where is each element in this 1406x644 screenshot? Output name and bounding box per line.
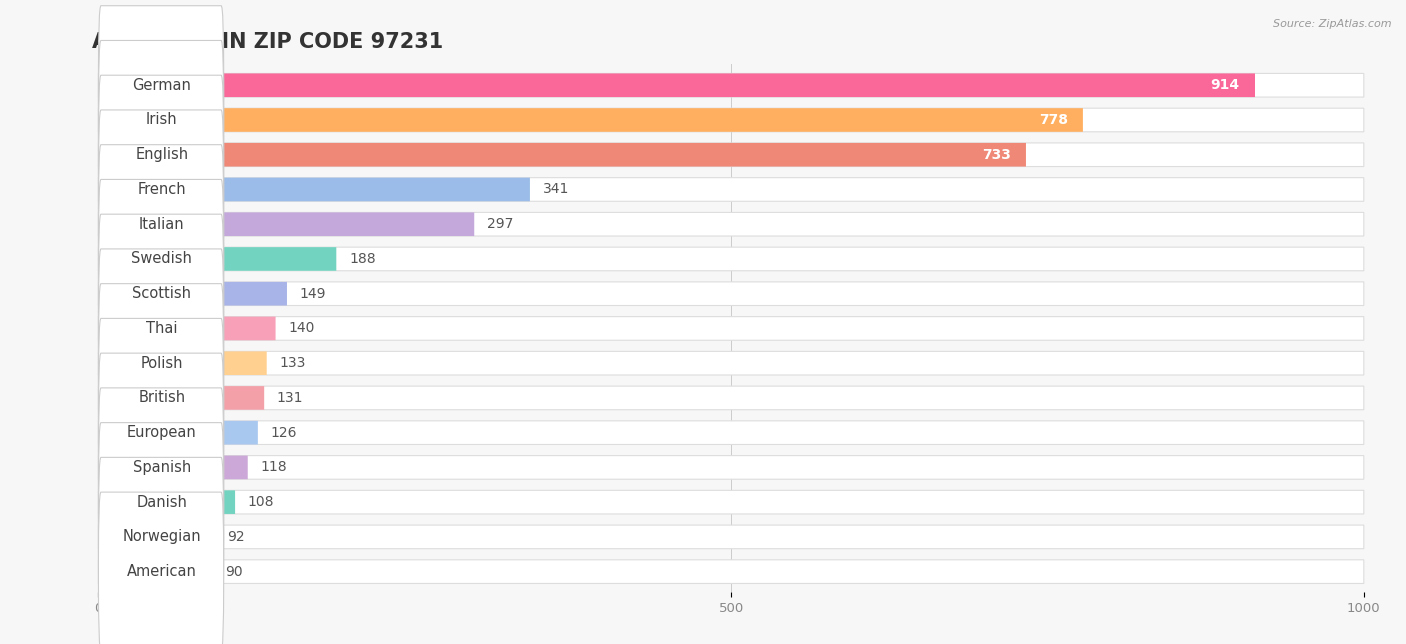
FancyBboxPatch shape — [98, 143, 1026, 167]
FancyBboxPatch shape — [98, 145, 224, 304]
Text: European: European — [127, 425, 197, 440]
Text: 140: 140 — [288, 321, 315, 336]
FancyBboxPatch shape — [98, 455, 1364, 479]
Text: 131: 131 — [277, 391, 304, 405]
Text: Norwegian: Norwegian — [122, 529, 201, 544]
Text: 90: 90 — [225, 565, 243, 579]
FancyBboxPatch shape — [98, 490, 1364, 514]
FancyBboxPatch shape — [98, 455, 247, 479]
FancyBboxPatch shape — [98, 525, 215, 549]
Text: 149: 149 — [299, 287, 326, 301]
Text: Danish: Danish — [136, 495, 187, 509]
FancyBboxPatch shape — [98, 317, 1364, 340]
FancyBboxPatch shape — [98, 490, 235, 514]
FancyBboxPatch shape — [98, 492, 224, 644]
FancyBboxPatch shape — [98, 110, 224, 269]
FancyBboxPatch shape — [98, 560, 1364, 583]
FancyBboxPatch shape — [98, 75, 224, 234]
Text: 108: 108 — [247, 495, 274, 509]
FancyBboxPatch shape — [98, 352, 1364, 375]
Text: 297: 297 — [486, 217, 513, 231]
Text: 188: 188 — [349, 252, 375, 266]
FancyBboxPatch shape — [98, 143, 1364, 167]
Text: ANCESTRY IN ZIP CODE 97231: ANCESTRY IN ZIP CODE 97231 — [93, 32, 443, 52]
FancyBboxPatch shape — [98, 386, 1364, 410]
FancyBboxPatch shape — [98, 6, 224, 165]
Text: 133: 133 — [280, 356, 305, 370]
FancyBboxPatch shape — [98, 317, 276, 340]
Text: Polish: Polish — [141, 355, 183, 371]
FancyBboxPatch shape — [98, 352, 267, 375]
FancyBboxPatch shape — [98, 282, 1364, 305]
Text: 118: 118 — [260, 460, 287, 475]
Text: Swedish: Swedish — [131, 251, 193, 267]
Text: American: American — [127, 564, 197, 579]
FancyBboxPatch shape — [98, 213, 1364, 236]
FancyBboxPatch shape — [98, 247, 336, 270]
FancyBboxPatch shape — [98, 73, 1256, 97]
FancyBboxPatch shape — [98, 457, 224, 616]
FancyBboxPatch shape — [98, 386, 264, 410]
FancyBboxPatch shape — [98, 178, 530, 202]
FancyBboxPatch shape — [98, 214, 224, 374]
Text: 778: 778 — [1039, 113, 1067, 127]
FancyBboxPatch shape — [98, 178, 1364, 202]
FancyBboxPatch shape — [98, 247, 1364, 270]
Text: Italian: Italian — [139, 217, 184, 232]
Text: Irish: Irish — [146, 113, 177, 128]
FancyBboxPatch shape — [98, 41, 224, 200]
FancyBboxPatch shape — [98, 180, 224, 339]
FancyBboxPatch shape — [98, 283, 224, 442]
Text: English: English — [135, 147, 188, 162]
FancyBboxPatch shape — [98, 422, 224, 582]
FancyBboxPatch shape — [98, 388, 224, 547]
Text: German: German — [132, 78, 191, 93]
FancyBboxPatch shape — [98, 213, 474, 236]
FancyBboxPatch shape — [98, 421, 1364, 444]
Text: British: British — [138, 390, 186, 406]
Text: 92: 92 — [228, 530, 245, 544]
Text: 733: 733 — [981, 147, 1011, 162]
FancyBboxPatch shape — [98, 73, 1364, 97]
FancyBboxPatch shape — [98, 249, 224, 408]
FancyBboxPatch shape — [98, 560, 212, 583]
Text: Scottish: Scottish — [132, 286, 191, 301]
FancyBboxPatch shape — [98, 318, 224, 477]
Text: 914: 914 — [1211, 78, 1240, 92]
Text: 126: 126 — [270, 426, 297, 440]
FancyBboxPatch shape — [98, 421, 257, 444]
Text: 341: 341 — [543, 182, 569, 196]
FancyBboxPatch shape — [98, 282, 287, 305]
Text: Spanish: Spanish — [132, 460, 191, 475]
FancyBboxPatch shape — [98, 353, 224, 512]
Text: French: French — [138, 182, 186, 197]
FancyBboxPatch shape — [98, 108, 1083, 132]
Text: Thai: Thai — [146, 321, 177, 336]
FancyBboxPatch shape — [98, 525, 1364, 549]
FancyBboxPatch shape — [98, 108, 1364, 132]
Text: Source: ZipAtlas.com: Source: ZipAtlas.com — [1274, 19, 1392, 30]
